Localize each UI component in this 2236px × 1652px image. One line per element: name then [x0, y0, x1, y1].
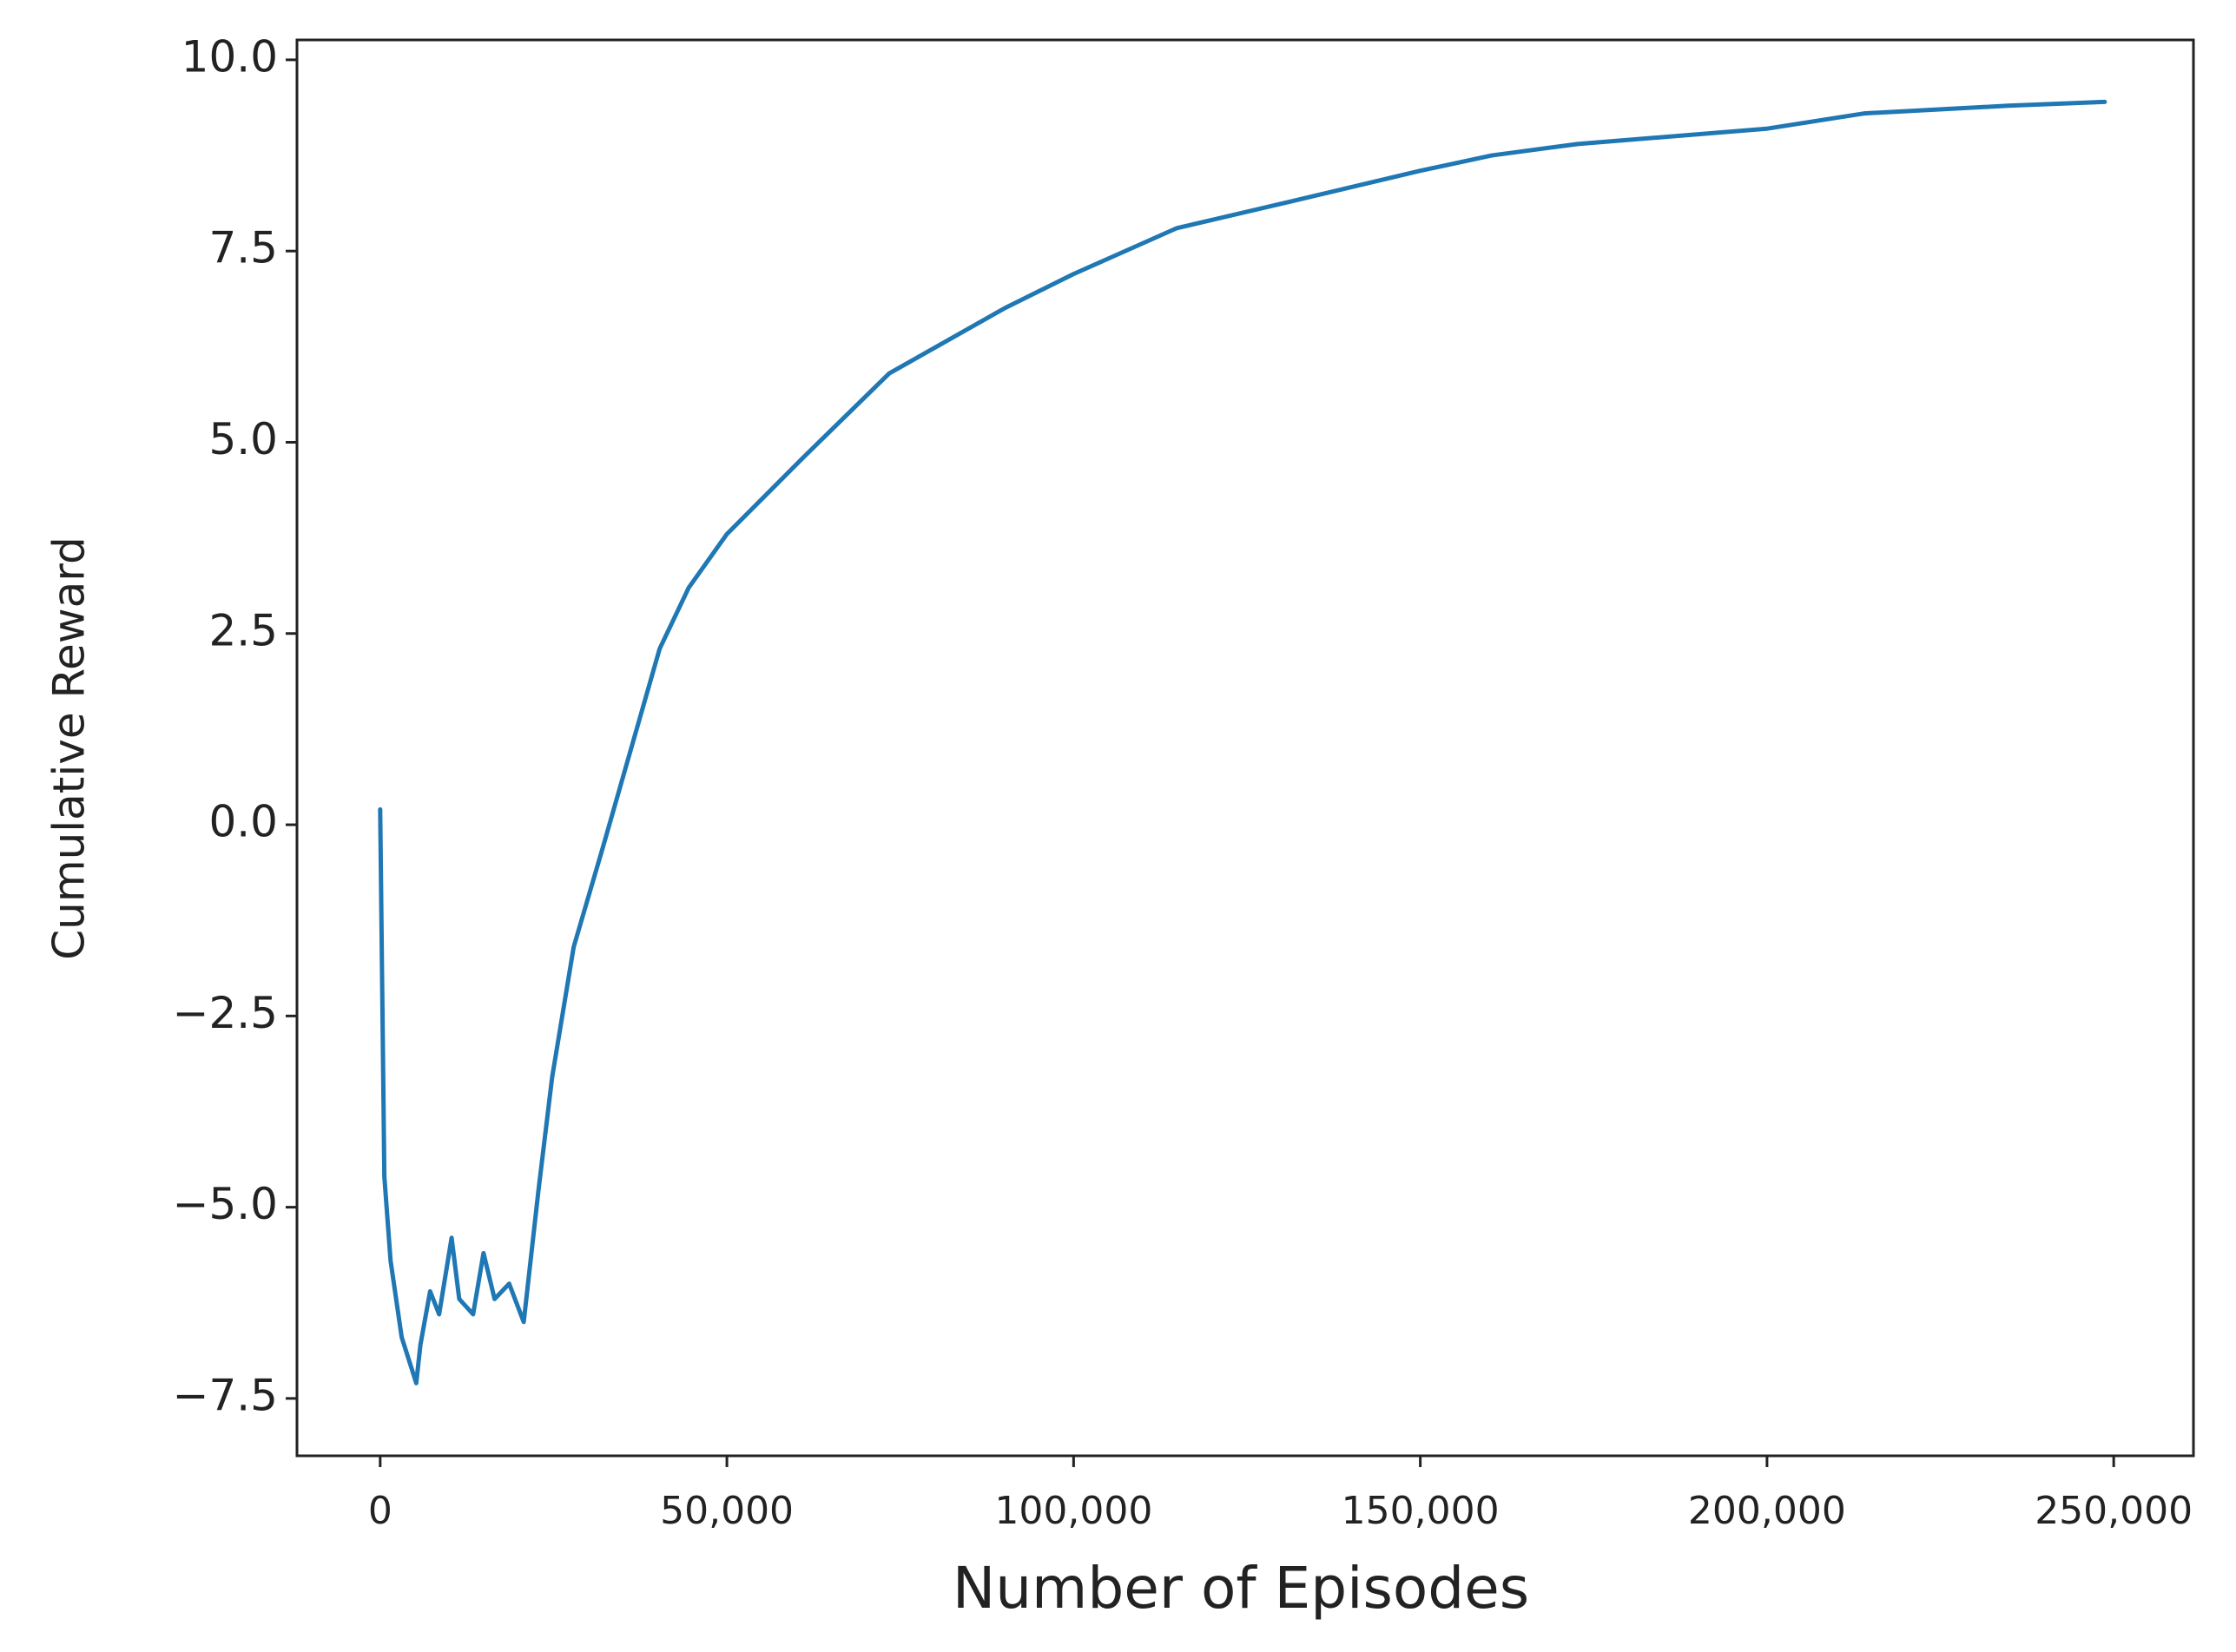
y-tick-label: −7.5 — [173, 1370, 278, 1420]
data-line — [378, 99, 2107, 1385]
y-tick-label: −2.5 — [173, 988, 278, 1038]
x-tick-label: 250,000 — [2035, 1489, 2193, 1533]
y-tick-label: 10.0 — [181, 31, 278, 82]
y-tick-label: 7.5 — [208, 223, 278, 273]
x-tick-label: 0 — [368, 1489, 392, 1533]
x-tick-label: 150,000 — [1342, 1489, 1500, 1533]
y-tick-label: 2.5 — [208, 605, 278, 655]
x-tick-label: 100,000 — [994, 1489, 1152, 1533]
plot-frame — [295, 38, 2195, 1458]
y-tick-label: −5.0 — [173, 1179, 278, 1229]
y-axis-label: Cumulative Reward — [44, 536, 95, 959]
y-tick-label: 0.0 — [208, 797, 278, 847]
x-axis-label: Number of Episodes — [953, 1555, 1529, 1622]
y-tick-label: 5.0 — [208, 414, 278, 464]
x-tick-label: 50,000 — [660, 1489, 794, 1533]
x-tick-label: 200,000 — [1688, 1489, 1846, 1533]
